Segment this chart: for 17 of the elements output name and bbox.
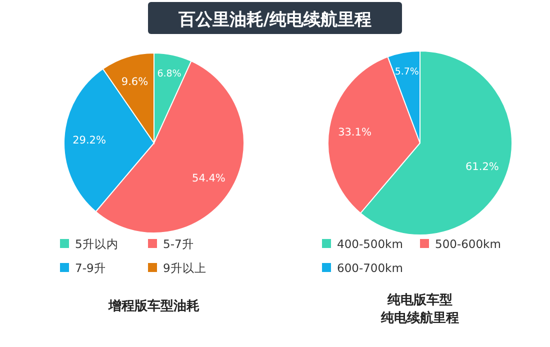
text: 增程版车型油耗: [108, 298, 200, 314]
data-label: 54.4%: [192, 172, 226, 185]
data-label: 6.8%: [157, 68, 182, 80]
legend-label: 400-500km: [337, 237, 403, 251]
data-label: 29.2%: [72, 134, 106, 147]
legend-label: 500-600km: [435, 237, 501, 251]
legend-label: 5-7升: [163, 237, 194, 251]
data-label: 61.2%: [466, 160, 499, 173]
legend-label: 7-9升: [75, 261, 106, 275]
data-label: 33.1%: [338, 126, 372, 139]
chart-title: 百公里油耗/纯电续航里程: [177, 10, 372, 30]
data-label: 5.7%: [394, 66, 419, 78]
text: 纯电版车型纯电续航里程: [380, 292, 459, 326]
data-label: 9.6%: [121, 76, 148, 88]
legend-label: 600-700km: [337, 261, 403, 275]
legend-label: 5升以内: [75, 237, 118, 251]
legend-label: 9升以上: [163, 261, 206, 275]
